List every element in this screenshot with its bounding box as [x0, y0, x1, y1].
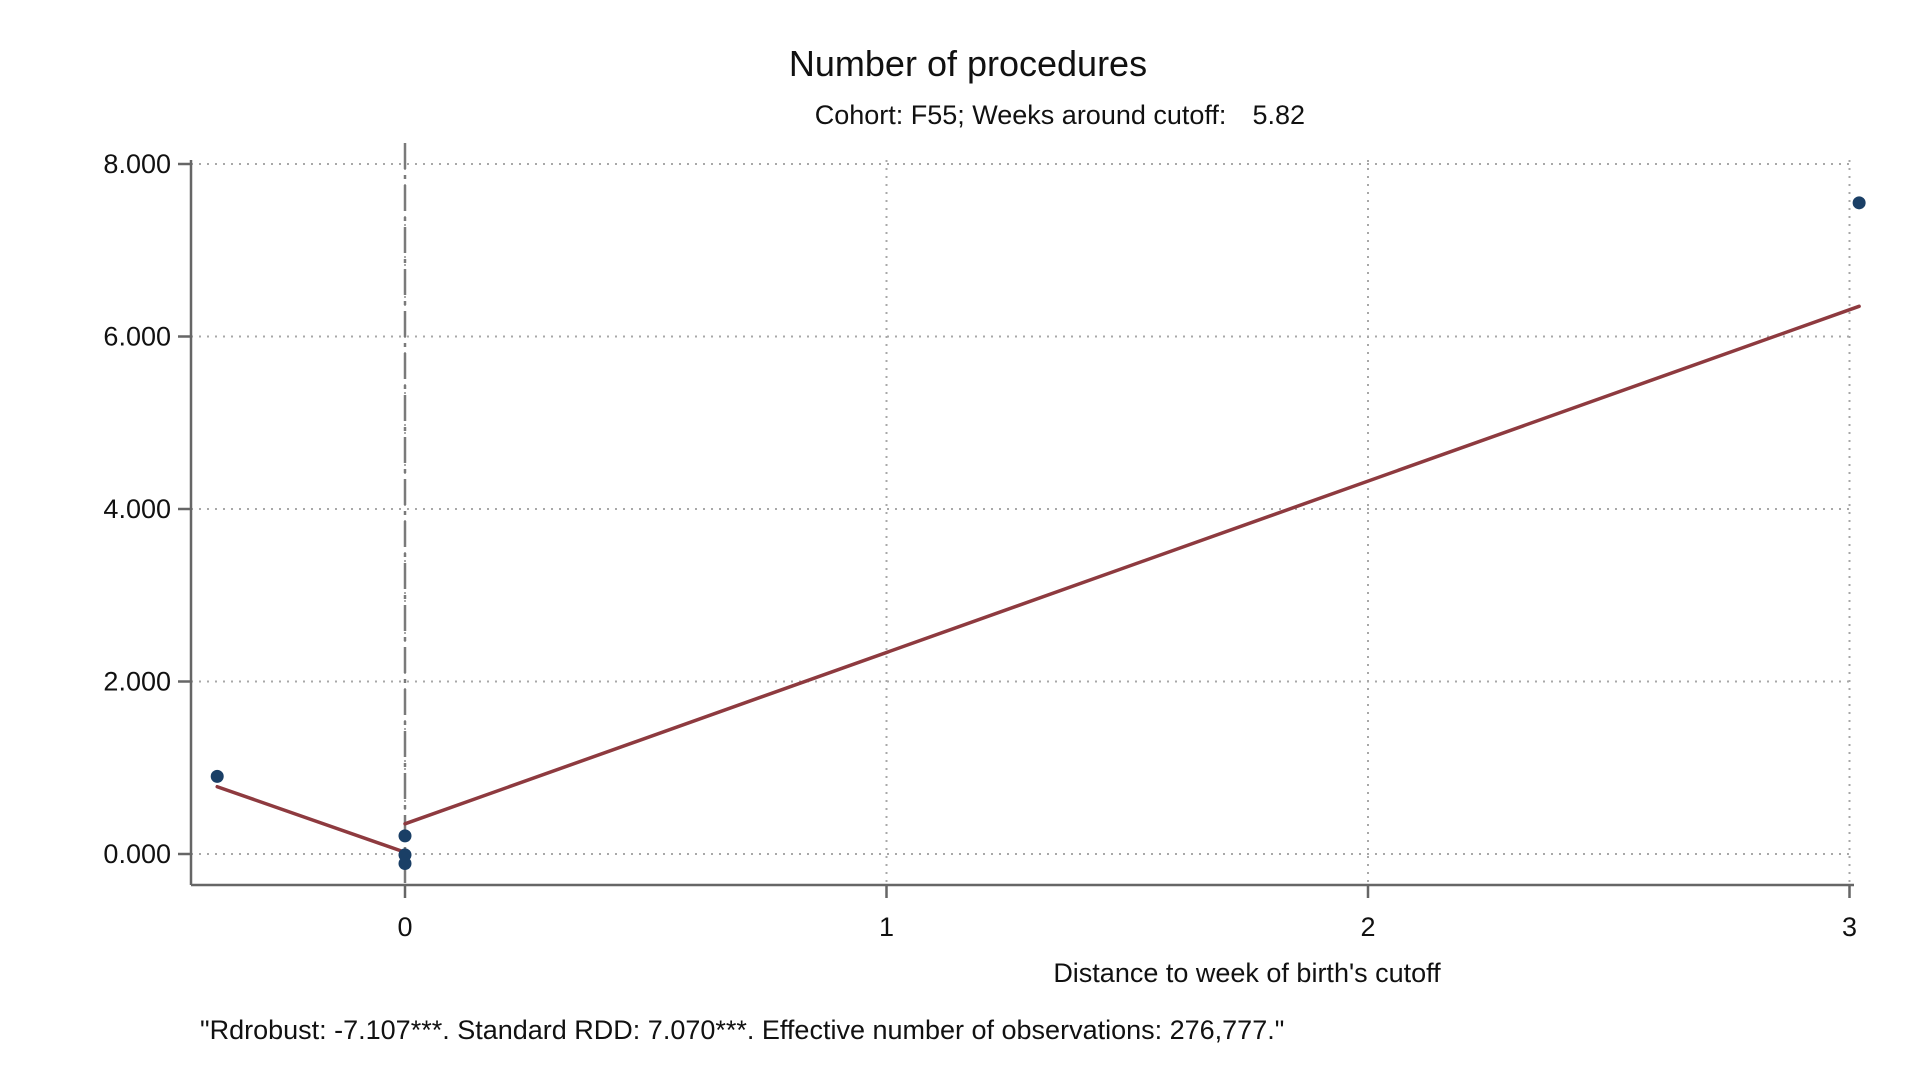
fit-line-right — [403, 304, 1861, 826]
y-tick-label: 4.000 — [103, 494, 171, 524]
y-tick-label: 0.000 — [103, 839, 171, 869]
x-axis-title: Distance to week of birth's cutoff — [1053, 958, 1441, 988]
chart-subtitle-value: 5.82 — [1252, 100, 1305, 130]
x-tick-label: 1 — [879, 912, 894, 942]
x-tick-label: 2 — [1360, 912, 1375, 942]
fit-line-left — [215, 784, 407, 855]
y-tick-label: 6.000 — [103, 322, 171, 352]
data-point — [398, 829, 412, 843]
y-tick-label: 2.000 — [103, 667, 171, 697]
plot-area: 0.000 2.000 4.000 6.000 8.000 0 1 2 3 — [103, 143, 1866, 942]
chart-title: Number of procedures — [789, 43, 1147, 84]
data-point — [398, 856, 412, 870]
data-point — [1852, 196, 1866, 210]
y-tick-label: 8.000 — [103, 149, 171, 179]
chart-subtitle: Cohort: F55; Weeks around cutoff: 5.82 — [815, 100, 1305, 130]
data-point — [210, 769, 224, 783]
chart-subtitle-prefix: Cohort: F55; Weeks around cutoff: — [815, 100, 1227, 130]
chart-note: "Rdrobust: -7.107***. Standard RDD: 7.07… — [200, 1015, 1284, 1045]
x-tick-label: 0 — [397, 912, 412, 942]
x-tick-label: 3 — [1842, 912, 1857, 942]
